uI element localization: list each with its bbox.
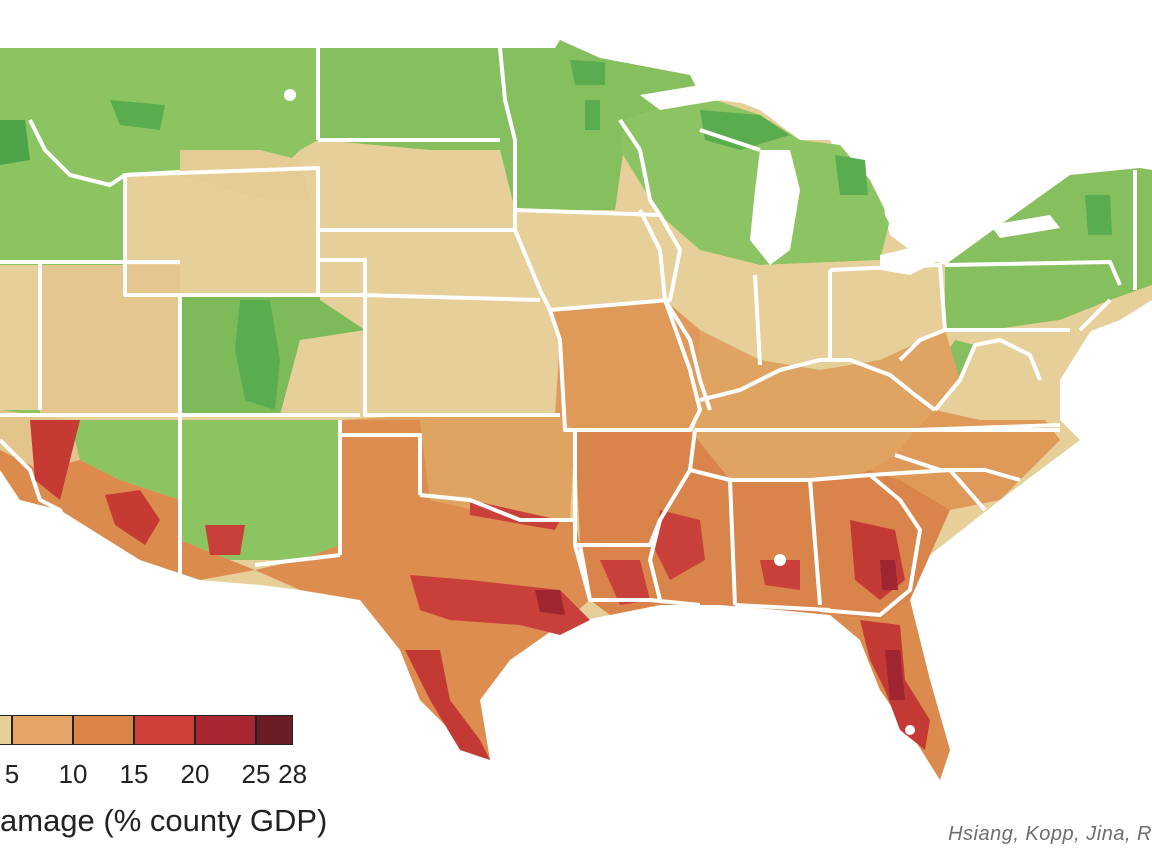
border-florida-panhandle: [734, 603, 831, 612]
gain-dark-patches: [0, 60, 1112, 410]
patch-darkred-florida: [885, 650, 905, 700]
legend-bin-5: [256, 715, 293, 745]
border-wisconsin-michigan: [618, 118, 761, 217]
patch-dark-green-3: [570, 60, 605, 85]
border-texas-new-mexico: [254, 553, 341, 567]
region-nebraska-tan: [320, 140, 515, 228]
border-utah-nevada: [0, 260, 360, 417]
source-credit: Hsiang, Kopp, Jina, R: [948, 823, 1152, 845]
patch-red-arizona-south: [105, 490, 160, 545]
border-north-carolina: [894, 453, 1021, 482]
patch-dark-green-6: [1085, 195, 1112, 235]
border-dakotas-minnesota: [498, 47, 517, 230]
patch-dark-green-1: [0, 120, 30, 165]
legend-tick-15: 15: [119, 759, 149, 789]
border-texas-north: [419, 493, 592, 601]
patch-dark-green-5: [835, 155, 868, 195]
lake-dot-1: [774, 554, 786, 566]
legend-title: amage (% county GDP): [0, 803, 328, 838]
legend-tick-25: 25: [241, 759, 271, 789]
region-wisconsin-michigan-green: [620, 95, 890, 265]
border-montana-south: [124, 48, 320, 177]
border-louisiana-south: [578, 544, 701, 607]
patch-darkred-georgia: [880, 560, 898, 590]
legend-tick-28: 28: [278, 759, 308, 789]
patch-dark-green-4: [700, 110, 790, 150]
region-missouri-orange: [550, 300, 710, 430]
patch-red-alabama: [760, 560, 800, 590]
border-idaho-montana: [28, 119, 127, 187]
border-illinois-indiana: [638, 209, 832, 411]
border-kansas-oklahoma: [363, 330, 560, 417]
lake-superior: [640, 85, 790, 110]
state-borders: [0, 47, 1137, 617]
border-pennsylvania-ny: [944, 260, 1122, 332]
border-virginia: [914, 338, 1061, 432]
region-kentucky-tennessee-orange: [690, 330, 960, 480]
damage-high-patches: [30, 420, 930, 760]
lake-ontario: [990, 215, 1060, 238]
border-arizona-new-mexico: [178, 415, 422, 590]
legend-tick-20: 20: [180, 759, 210, 789]
legend: 5 10 15 20 25 28 amage (% county GDP): [0, 715, 340, 855]
great-lakes: [640, 85, 1060, 275]
legend-bin-0: [0, 715, 12, 745]
lake-dot-2: [284, 89, 296, 101]
patch-red-louisiana: [600, 560, 650, 605]
lake-huron-erie: [880, 160, 960, 275]
patch-red-mississippi: [655, 510, 705, 580]
lake-dot-3: [905, 725, 915, 735]
patch-red-texas-south: [405, 650, 490, 760]
legend-bin-3: [134, 715, 195, 745]
patch-darkred-texas: [535, 590, 565, 615]
region-utah-tan: [40, 265, 180, 415]
border-mississippi-river: [648, 519, 662, 601]
legend-tick-5: 5: [4, 759, 20, 789]
border-north-south-dakota: [318, 138, 515, 232]
border-northeast: [1078, 170, 1137, 332]
patch-red-new-mexico: [205, 525, 245, 555]
legend-bin-1: [12, 715, 73, 745]
region-midwest-tan: [660, 215, 945, 370]
region-nevada-west-tan: [0, 265, 40, 410]
lake-michigan: [750, 150, 800, 265]
region-oklahoma-orange: [340, 415, 575, 520]
patch-red-arizona-west: [30, 420, 80, 500]
patch-dark-green-8: [585, 100, 600, 130]
legend-bin-4: [195, 715, 256, 745]
border-missouri: [548, 299, 702, 432]
patch-dark-green-2: [235, 300, 280, 410]
patch-dark-green-7: [110, 100, 165, 130]
small-lakes: [284, 89, 915, 735]
legend-bin-2: [73, 715, 134, 745]
border-arizona-west: [0, 438, 181, 592]
region-new-mexico-green: [180, 420, 340, 560]
region-carolinas-orange: [870, 410, 1060, 510]
region-arizona-green: [70, 420, 180, 500]
border-kentucky: [699, 358, 937, 412]
region-iowa-tan: [515, 210, 680, 310]
region-wyoming-tan: [180, 150, 310, 200]
legend-tick-10: 10: [58, 759, 88, 789]
